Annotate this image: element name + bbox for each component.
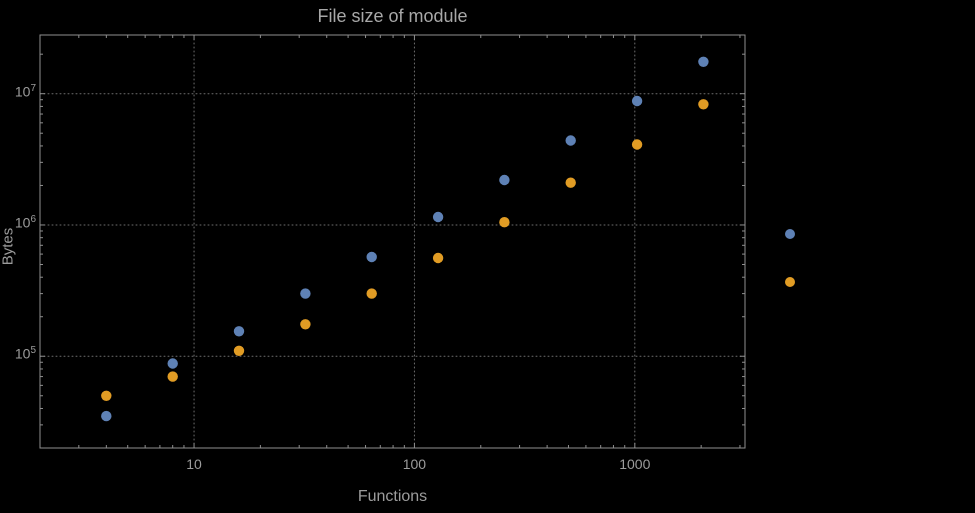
data-point [101, 390, 112, 401]
data-point [631, 95, 643, 107]
data-point [499, 217, 510, 228]
data-point [101, 410, 112, 422]
data-point [233, 326, 245, 337]
y-tick-label: 105 [14, 345, 36, 362]
x-tick-label: 10 [186, 456, 202, 472]
data-point [300, 288, 311, 299]
legend-marker-series-2 [785, 277, 795, 287]
data-point [167, 358, 178, 369]
data-point [233, 345, 245, 356]
data-point [565, 135, 576, 146]
series-2-orange [101, 99, 709, 401]
plot-frame [39, 34, 746, 449]
series-1-blue [101, 56, 709, 422]
data-point [698, 99, 709, 110]
y-tick-label: 106 [14, 213, 36, 231]
gridlines [39, 34, 746, 449]
data-point [167, 371, 178, 382]
x-tick-label: 100 [402, 456, 427, 472]
legend-marker-series-1 [785, 229, 795, 239]
data-point [300, 319, 311, 330]
x-axis-label: Functions [357, 488, 428, 505]
data-point [698, 56, 709, 67]
data-point [631, 139, 643, 150]
chart-title: File size of module [317, 6, 468, 26]
data-point [432, 252, 444, 264]
data-point [366, 251, 377, 263]
data-point [366, 288, 377, 299]
y-tick-label: 107 [14, 82, 36, 100]
data-point [565, 177, 576, 188]
x-tick-label: 1000 [619, 456, 651, 472]
data-point [432, 211, 444, 223]
axis-ticks [40, 35, 745, 448]
data-point [499, 174, 510, 186]
